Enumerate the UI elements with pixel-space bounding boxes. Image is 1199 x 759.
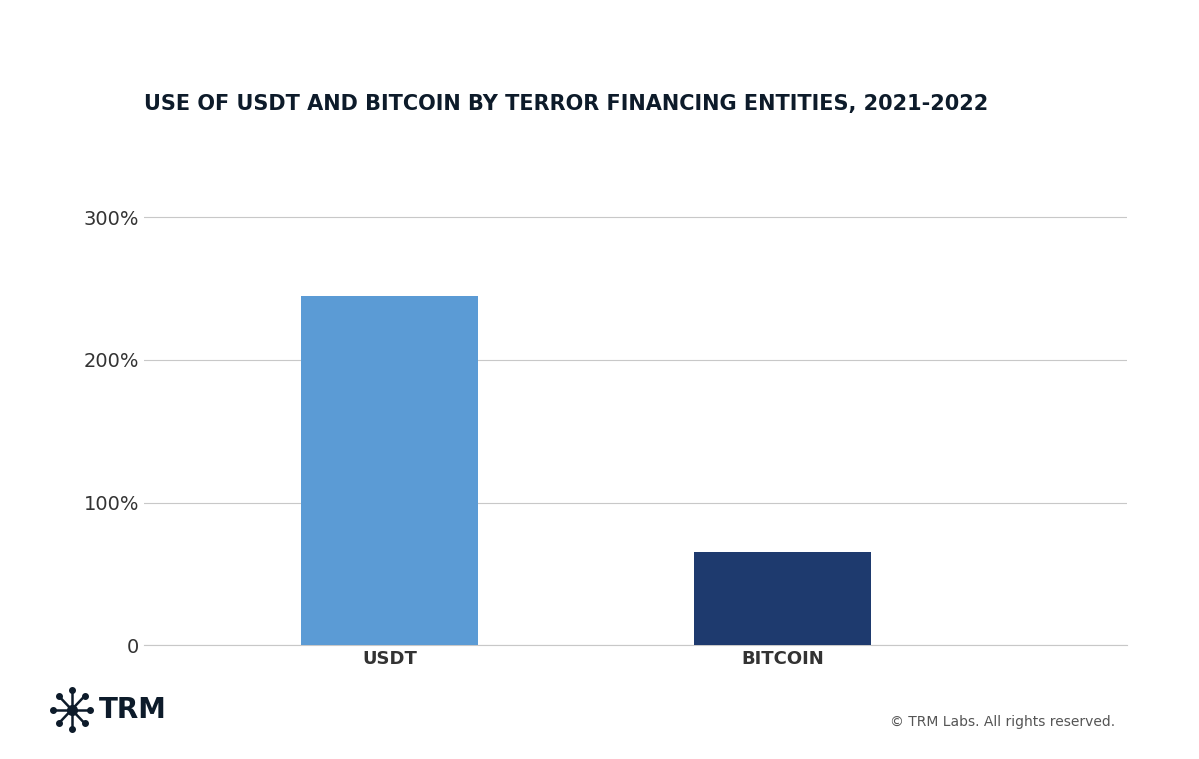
Bar	[694, 553, 872, 645]
Text: USE OF USDT AND BITCOIN BY TERROR FINANCING ENTITIES, 2021-2022: USE OF USDT AND BITCOIN BY TERROR FINANC…	[144, 94, 988, 114]
Text: © TRM Labs. All rights reserved.: © TRM Labs. All rights reserved.	[890, 715, 1115, 729]
Bar	[301, 296, 478, 645]
Text: TRM: TRM	[98, 696, 167, 724]
